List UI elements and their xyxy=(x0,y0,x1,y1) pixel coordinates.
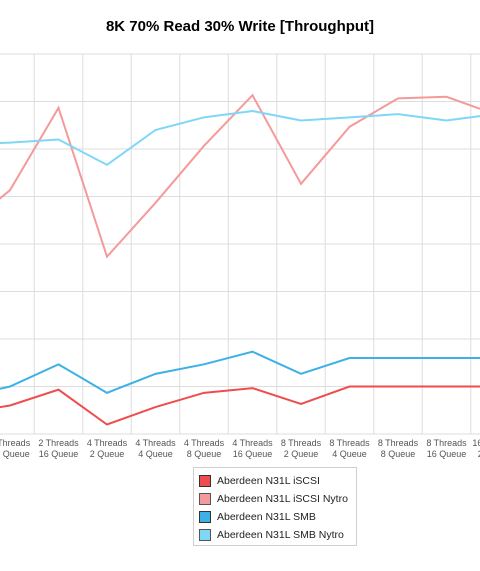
x-tick-label: 16 Queue xyxy=(233,449,273,459)
legend: Aberdeen N31L iSCSI Aberdeen N31L iSCSI N… xyxy=(193,467,357,546)
legend-item: Aberdeen N31L iSCSI xyxy=(199,472,356,490)
x-tick-label: 4 Threads xyxy=(184,438,225,448)
legend-swatch xyxy=(199,511,211,523)
x-tick-label: 2 Queue xyxy=(478,449,480,459)
legend-label: Aberdeen N31L iSCSI xyxy=(217,475,320,487)
x-tick-label: 8 Threads xyxy=(378,438,419,448)
legend-swatch xyxy=(199,493,211,505)
legend-label: Aberdeen N31L iSCSI Nytro xyxy=(217,493,348,505)
x-tick-label: 8 Threads xyxy=(329,438,370,448)
x-tick-label: 2 Threads xyxy=(38,438,79,448)
x-tick-label: 8 Queue xyxy=(381,449,416,459)
legend-swatch xyxy=(199,529,211,541)
x-tick-label: 16 Threads xyxy=(472,438,480,448)
legend-item: Aberdeen N31L SMB Nytro xyxy=(199,526,356,544)
legend-item: Aberdeen N31L iSCSI Nytro xyxy=(199,490,356,508)
x-tick-label: 4 Queue xyxy=(332,449,367,459)
x-tick-label: 2 Queue xyxy=(90,449,125,459)
legend-item: Aberdeen N31L SMB xyxy=(199,508,356,526)
x-tick-label: 4 Threads xyxy=(135,438,176,448)
x-tick-label: 4 Threads xyxy=(87,438,128,448)
x-tick-label: 8 Threads xyxy=(281,438,322,448)
x-tick-label: 16 Queue xyxy=(427,449,467,459)
legend-label: Aberdeen N31L SMB xyxy=(217,511,316,523)
grid xyxy=(0,53,480,435)
series-lines xyxy=(0,93,480,426)
series-line-1 xyxy=(0,93,480,259)
x-tick-label: 16 Queue xyxy=(39,449,79,459)
x-tick-label: 16 Queue xyxy=(0,449,30,459)
x-tick-label: 8 Queue xyxy=(187,449,222,459)
x-tick-label: 4 Queue xyxy=(138,449,173,459)
legend-swatch xyxy=(199,475,211,487)
x-tick-label: 8 Threads xyxy=(426,438,467,448)
x-tick-label: 2 Queue xyxy=(284,449,319,459)
chart-title: 8K 70% Read 30% Write [Throughput] xyxy=(105,18,375,35)
series-line-3 xyxy=(0,109,480,167)
x-tick-label: 4 Threads xyxy=(232,438,273,448)
legend-label: Aberdeen N31L SMB Nytro xyxy=(217,529,344,541)
x-tick-label: 1 Threads xyxy=(0,438,31,448)
series-line-0 xyxy=(0,385,480,426)
